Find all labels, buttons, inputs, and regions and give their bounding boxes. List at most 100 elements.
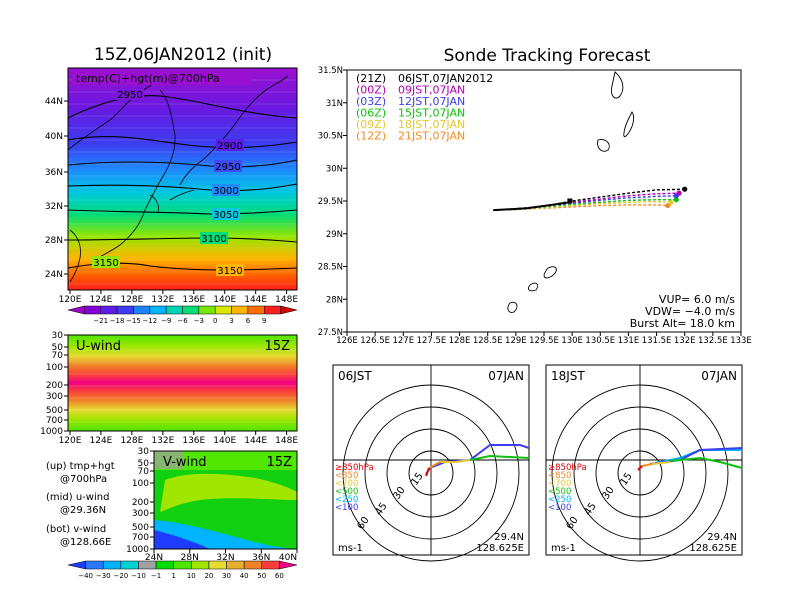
height-contours — [67, 95, 298, 271]
vwind-level-tick: 100 — [132, 479, 149, 489]
vwind-colorbar-swatch — [261, 560, 280, 570]
hodograph-left: 06JST 07JAN 15 30 45 60 ≥850hPa<850<700<… — [332, 364, 530, 562]
contour-label: 3000 — [213, 186, 238, 197]
track-lon-tick: 127.5E — [417, 336, 447, 346]
track-lon-tick: 126.5E — [360, 336, 390, 346]
vwind-level-tick: 30 — [138, 447, 150, 457]
hodo-legend-item: ≥850hPa — [548, 463, 587, 473]
hodograph-right: 18JST 07JAN 15 30 45 60 ≥850hPa<850<700<… — [545, 364, 743, 562]
vwind-colorbar-swatch — [173, 560, 192, 570]
hodo-left-date: 07JAN — [488, 369, 524, 383]
map700-colorbar-label: 0 — [213, 317, 217, 325]
hodo-legend-item: <700 — [548, 479, 571, 489]
track-legend-time: 21JST,07JAN — [398, 130, 465, 143]
vwind-level-tick: 300 — [132, 509, 149, 519]
track-lat-tick: 28N — [326, 295, 343, 305]
vwind-colorbar-swatch — [85, 560, 104, 570]
uwind-lon-tick: 144E — [244, 436, 267, 446]
hodo-legend-item: <850 — [548, 471, 571, 481]
note-bot-1: (bot) v-wind — [46, 524, 106, 535]
track-lat-tick: 31.5N — [318, 66, 343, 76]
vwind-level-tick: 50 — [138, 459, 150, 469]
contour-label: 3100 — [201, 234, 226, 245]
vwind-title: V-wind — [163, 455, 207, 470]
map700-colorbar-label: −12 — [142, 317, 157, 325]
map700-lon-tick: 132E — [151, 295, 174, 305]
uwind-lon-tick: 124E — [90, 436, 113, 446]
map700-colorbar-swatch — [84, 305, 101, 315]
map700-colorbar-swatch — [182, 305, 200, 315]
track-lon-tick: 131.5E — [642, 336, 672, 346]
vwind-level-tick: 500 — [132, 523, 149, 533]
map700-colorbar-swatch — [280, 305, 298, 315]
vwind-colorbar-swatch — [120, 560, 139, 570]
param-vup: VUP= 6.0 m/s — [659, 293, 735, 306]
track-lon-tick: 129E — [505, 336, 527, 346]
track-lon-tick: 126E — [336, 336, 358, 346]
track-burst-point — [668, 199, 674, 205]
uwind-lon-tick: 140E — [213, 436, 236, 446]
track-lon-tick: 131E — [618, 336, 640, 346]
track-ascent-line — [493, 201, 571, 212]
map700-lon-tick: 148E — [275, 295, 298, 305]
vwind-lat-tick: 28N — [181, 553, 199, 563]
note-bot-2: @128.66E — [60, 537, 111, 548]
map700-colorbar-swatch — [264, 305, 281, 315]
track-legend-run: (06Z) — [356, 107, 386, 120]
contour-label: 2950 — [215, 162, 240, 173]
uwind-level-tick: 200 — [46, 381, 63, 391]
map700-lon-tick: 124E — [90, 295, 113, 305]
map700-colorbar-swatch — [116, 305, 134, 315]
track-lon-tick: 132.5E — [698, 336, 728, 346]
uwind-title: U-wind — [76, 339, 121, 354]
hodo-legend-item: <250 — [548, 495, 571, 505]
map700-colorbar-swatch — [198, 305, 216, 315]
track-lat-tick: 30N — [326, 164, 343, 174]
uwind-lon-tick: 128E — [120, 436, 143, 446]
vwind-colorbar-label: 60 — [275, 572, 284, 580]
map700-colorbar-label: −15 — [126, 317, 141, 325]
track-lon-tick: 130E — [561, 336, 583, 346]
vwind-level-tick: 70 — [138, 467, 150, 477]
track-lon-tick: 129.5E — [529, 336, 559, 346]
uwind-level-tick: 70 — [52, 351, 64, 361]
contour-label: 2950 — [117, 90, 142, 101]
map700-title: 15Z,06JAN2012 (init) — [94, 45, 272, 65]
track-lon-tick: 127E — [392, 336, 414, 346]
param-burst: Burst Alt= 18.0 km — [630, 317, 735, 330]
hodo-left-lon: 128.625E — [476, 543, 524, 554]
track-legend-time: 06JST,07JAN2012 — [398, 72, 493, 85]
hodo-legend-item: ≥850hPa — [335, 463, 374, 473]
map700-lon-tick: 144E — [244, 295, 267, 305]
map700-colorbar-label: 3 — [229, 317, 233, 325]
uwind-level-tick: 500 — [46, 406, 63, 416]
uwind-level-tick: 700 — [46, 416, 63, 426]
note-up-2: @700hPa — [60, 474, 107, 485]
vwind-colorbar-swatch — [155, 560, 174, 570]
map700-lon-tick: 128E — [120, 295, 143, 305]
track-lat-tick: 29N — [326, 230, 343, 240]
track-lat-tick: 29.5N — [318, 197, 343, 207]
vwind-colorbar-swatch — [102, 560, 122, 570]
hodo-left-lat: 29.4N — [494, 532, 524, 543]
map700-colorbar-label: −21 — [93, 317, 108, 325]
map700-lat-tick: 32N — [45, 202, 63, 212]
track-legend-run: (03Z) — [356, 95, 386, 108]
vwind-colorbar-label: 1 — [171, 572, 175, 580]
note-mid-2: @29.36N — [60, 505, 106, 516]
track-lon-tick: 128E — [449, 336, 471, 346]
track-lon-tick: 128.5E — [473, 336, 503, 346]
hodo-legend-item: <100 — [335, 503, 358, 513]
vwind-colorbar-swatch — [243, 560, 263, 570]
map700-lat-tick: 28N — [45, 236, 63, 246]
vwind-colorbar-label: −1 — [151, 572, 161, 580]
hodo-legend-item: <850 — [335, 471, 358, 481]
hodo-right-units: ms-1 — [551, 543, 576, 554]
map700-colorbar-label: 6 — [246, 317, 251, 325]
track-legend-time: 09JST,07JAN — [398, 84, 465, 97]
contour-label: 3150 — [217, 266, 242, 277]
vwind-level-tick: 700 — [132, 533, 149, 543]
map700-lon-tick: 140E — [213, 295, 236, 305]
